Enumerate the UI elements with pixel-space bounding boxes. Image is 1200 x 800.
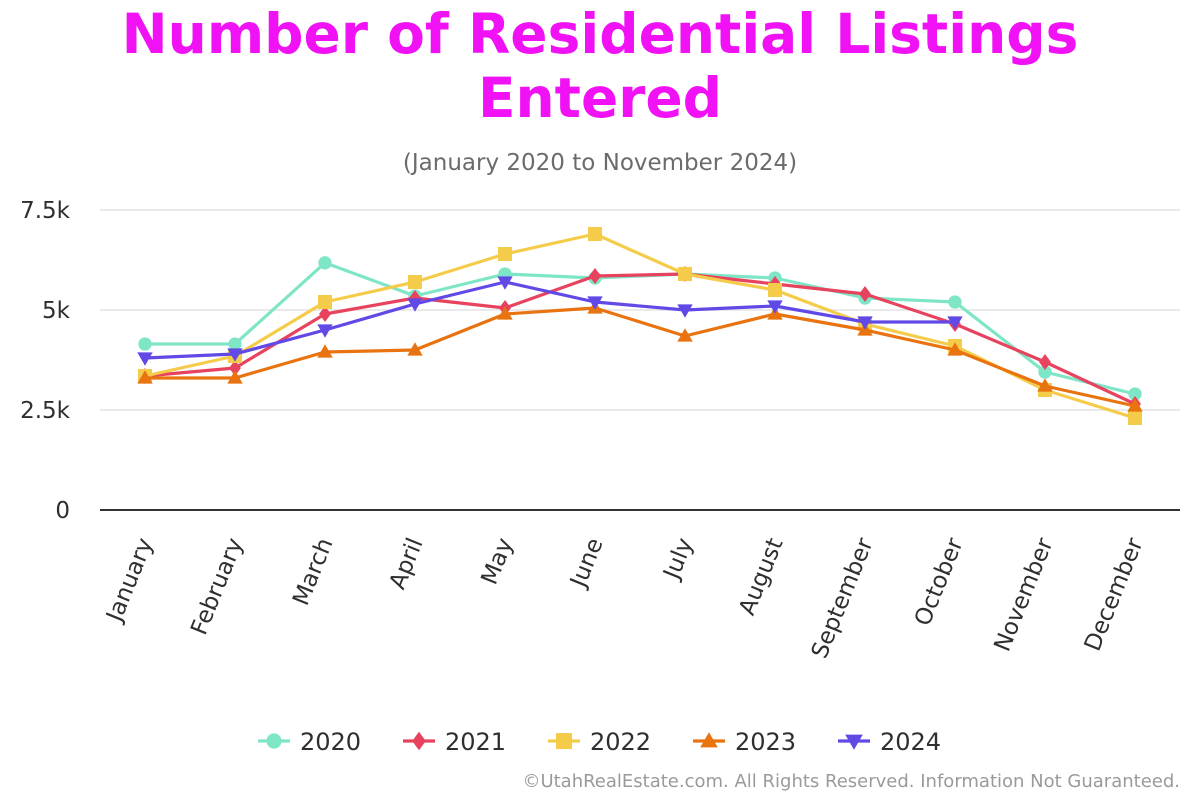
data-point-2024 <box>857 316 873 330</box>
legend-label: 2021 <box>445 728 506 756</box>
x-tick-label: October <box>910 534 969 630</box>
legend-item-2020: 2020 <box>258 728 361 756</box>
x-tick-label: February <box>186 535 248 639</box>
legend-label: 2023 <box>735 728 796 756</box>
series-2024 <box>137 276 963 366</box>
data-point-2021 <box>859 285 871 303</box>
data-point-2024 <box>317 324 333 338</box>
data-point-2023 <box>227 370 243 384</box>
data-point-2024 <box>497 276 513 290</box>
legend-item-2022: 2022 <box>548 728 651 756</box>
x-tick-label: May <box>477 535 519 589</box>
data-point-2023 <box>407 342 423 356</box>
data-point-2020 <box>1128 387 1142 401</box>
data-point-2022 <box>1128 411 1142 425</box>
series-line-2024 <box>143 280 957 360</box>
data-point-2023 <box>677 328 693 342</box>
y-tick-label: 7.5k <box>20 198 71 224</box>
data-point-2024 <box>947 316 963 330</box>
series-line-2021 <box>143 272 1137 406</box>
data-point-2020 <box>1038 365 1052 379</box>
x-tick-label: August <box>734 535 788 619</box>
legend-marker <box>556 733 572 749</box>
x-tick-label: April <box>385 535 429 593</box>
series-2020 <box>138 256 1142 401</box>
data-point-2023 <box>947 342 963 356</box>
x-tick-label: July <box>658 535 698 585</box>
series-line-2022 <box>143 232 1137 420</box>
legend-label: 2020 <box>300 728 361 756</box>
x-tick-label: January <box>101 535 159 627</box>
data-point-2020 <box>948 295 962 309</box>
data-point-2023 <box>1127 398 1143 412</box>
x-tick-label: December <box>1080 534 1149 655</box>
y-tick-label: 5k <box>42 298 71 324</box>
x-tick-label: June <box>565 535 609 593</box>
data-point-2022 <box>678 267 692 281</box>
legend-label: 2022 <box>590 728 651 756</box>
data-point-2023 <box>317 344 333 358</box>
legend-label: 2024 <box>880 728 941 756</box>
data-point-2021 <box>319 305 331 323</box>
data-point-2022 <box>588 227 602 241</box>
data-point-2020 <box>138 337 152 351</box>
data-point-2021 <box>589 267 601 285</box>
data-point-2020 <box>228 337 242 351</box>
data-point-2021 <box>229 359 241 377</box>
legend-marker <box>266 733 282 749</box>
series-2023 <box>137 300 1143 412</box>
x-tick-label: November <box>990 534 1059 655</box>
data-point-2024 <box>587 296 603 310</box>
y-tick-label: 2.5k <box>20 398 71 424</box>
data-point-2022 <box>318 295 332 309</box>
y-tick-label: 0 <box>55 498 70 524</box>
chart-title: Number of Residential Listings Entered <box>121 2 1079 130</box>
data-point-2022 <box>498 247 512 261</box>
series-2022 <box>138 227 1142 425</box>
legend-marker <box>845 734 863 750</box>
legend-marker <box>700 732 718 748</box>
data-point-2022 <box>768 283 782 297</box>
data-point-2024 <box>227 348 243 362</box>
legend-item-2021: 2021 <box>403 728 506 756</box>
data-point-2023 <box>1037 378 1053 392</box>
data-point-2023 <box>497 306 513 320</box>
data-point-2024 <box>407 298 423 312</box>
legend-item-2024: 2024 <box>838 728 941 756</box>
data-point-2020 <box>318 256 332 270</box>
x-tick-label: September <box>807 534 879 662</box>
legend-item-2023: 2023 <box>693 728 796 756</box>
data-point-2024 <box>677 304 693 318</box>
series-line-2020 <box>143 261 1137 396</box>
x-tick-label: March <box>288 535 338 610</box>
copyright-credit: ©UtahRealEstate.com. All Rights Reserved… <box>522 771 1180 792</box>
data-point-2023 <box>137 370 153 384</box>
chart-subtitle: (January 2020 to November 2024) <box>402 150 798 176</box>
data-point-2024 <box>767 300 783 314</box>
legend-marker <box>412 731 426 751</box>
data-point-2024 <box>137 352 153 366</box>
data-point-2021 <box>1039 353 1051 371</box>
series-line-2023 <box>143 306 1137 408</box>
data-point-2022 <box>408 275 422 289</box>
